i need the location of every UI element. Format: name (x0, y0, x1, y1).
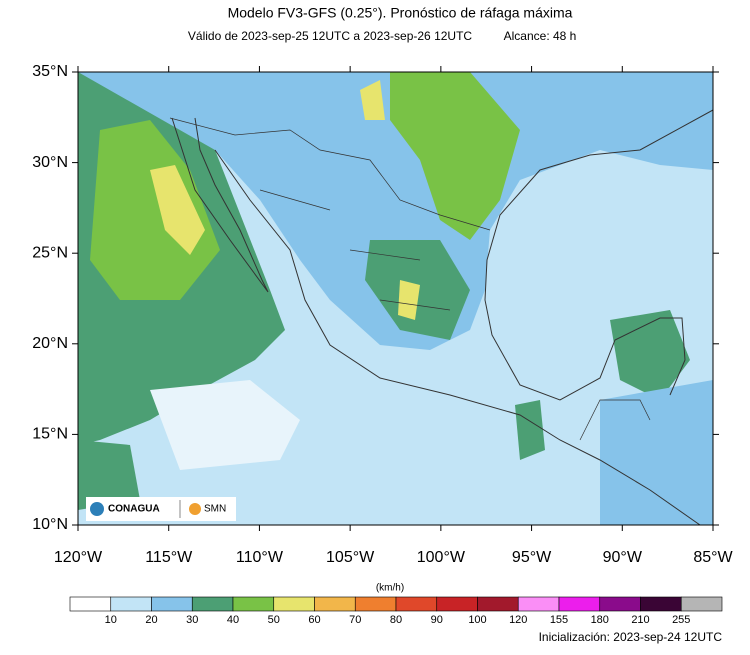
lat-label: 10°N (32, 516, 68, 533)
colorbar-box (151, 596, 193, 612)
colorbar-box (517, 596, 560, 612)
title: Modelo FV3-GFS (0.25°). Pronóstico de rá… (228, 5, 573, 21)
lon-label: 100°W (417, 549, 466, 566)
colorbar-label: 50 (268, 614, 280, 626)
colorbar-box (314, 596, 356, 612)
colorbar-box (558, 596, 601, 612)
logo-smn: SMN (204, 504, 226, 515)
colorbar-label: 60 (308, 614, 320, 626)
footer: Inicialización: 2023-sep-24 12UTC (539, 630, 723, 644)
colorbar-box (395, 596, 438, 612)
colorbar-box (599, 596, 641, 612)
colorbar-box (232, 596, 275, 612)
lon-label: 95°W (512, 549, 552, 566)
colorbar-label: 40 (227, 614, 239, 626)
lat-label: 35°N (32, 63, 68, 80)
colorbar-box (69, 596, 112, 612)
colorbar-box (110, 596, 152, 612)
map-field (78, 72, 713, 525)
colorbar-box (477, 596, 519, 612)
colorbar-label: 155 (550, 614, 568, 626)
map-frame (77, 71, 714, 526)
lon-label: 90°W (603, 549, 643, 566)
colorbar-label: 70 (349, 614, 361, 626)
colorbar-box (191, 596, 234, 612)
subtitle: Válido de 2023-sep-25 12UTC a 2023-sep-2… (188, 29, 473, 43)
lon-label: 120°W (54, 549, 103, 566)
logo-panel: CONAGUA SMN (86, 497, 236, 521)
lat-label: 20°N (32, 335, 68, 352)
colorbar-label: 90 (431, 614, 443, 626)
colorbar-label: 255 (672, 614, 690, 626)
lon-label: 85°W (693, 549, 733, 566)
colorbar-label: 80 (390, 614, 402, 626)
lon-label: 115°W (145, 549, 193, 566)
lon-label: 110°W (236, 549, 284, 566)
colorbar-label: 100 (468, 614, 486, 626)
colorbar-label: 30 (186, 614, 198, 626)
colorbar-box (680, 596, 723, 612)
range: Alcance: 48 h (504, 29, 577, 43)
colorbar-units: (km/h) (376, 583, 404, 594)
colorbar-box (640, 596, 682, 612)
logo-conagua: CONAGUA (108, 504, 160, 515)
colorbar-box (436, 596, 478, 612)
colorbar-box (273, 596, 315, 612)
colorbar-label: 20 (145, 614, 157, 626)
lat-label: 15°N (32, 426, 68, 443)
colorbar-label: 10 (105, 614, 117, 626)
colorbar-label: 120 (509, 614, 527, 626)
lat-label: 25°N (32, 244, 68, 261)
lat-label: 30°N (32, 154, 68, 171)
colorbar-box (354, 596, 397, 612)
lon-label: 105°W (326, 549, 375, 566)
colorbar-label: 210 (631, 614, 649, 626)
colorbar-label: 180 (591, 614, 609, 626)
